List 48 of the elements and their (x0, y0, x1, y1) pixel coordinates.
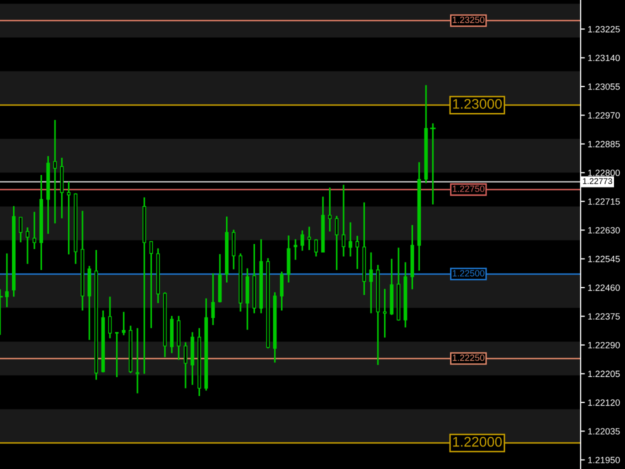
ref-line-label: 1.22750 (452, 186, 484, 192)
candlestick (211, 272, 215, 326)
candlestick (348, 222, 352, 258)
candlestick (53, 119, 57, 224)
y-tick-label: 1.22460 (588, 284, 620, 291)
y-tick-label: 1.22120 (588, 399, 620, 406)
ref-line-label: 1.22773 (582, 178, 612, 184)
y-tick-label: 1.22035 (588, 428, 620, 435)
y-tick-label: 1.22375 (588, 313, 620, 320)
y-tick-label: 1.22715 (588, 198, 620, 205)
y-tick-label: 1.22630 (588, 227, 620, 234)
candlestick (369, 252, 373, 314)
y-tick-label: 1.22800 (588, 170, 620, 176)
candlestick (149, 240, 153, 329)
y-tick-label: 1.22545 (588, 256, 620, 262)
y-tick-label: 1.21950 (588, 456, 620, 464)
candlestick (115, 331, 119, 378)
y-tick-label: 1.23140 (588, 54, 620, 62)
candlestick (232, 229, 236, 270)
candlestick (294, 238, 298, 261)
y-tick-label: 1.22970 (588, 112, 620, 119)
candlestick (26, 226, 30, 265)
ref-line-label: 1.23250 (452, 16, 484, 24)
candlestick (122, 311, 126, 336)
y-tick-label: 1.23055 (588, 83, 620, 90)
candlestick (66, 181, 71, 256)
candlestick (280, 270, 284, 312)
candlestick (184, 342, 188, 390)
candlestick (328, 186, 332, 232)
y-tick-label: 1.23225 (588, 26, 620, 32)
candlestick (342, 184, 346, 258)
candlestick (5, 252, 9, 308)
candlestick (18, 216, 22, 244)
candlestick (108, 296, 112, 339)
y-tick-label: 1.22205 (588, 370, 620, 378)
ref-line-label: 1.22250 (452, 354, 484, 361)
candlestick (314, 238, 318, 258)
candlestick (382, 288, 387, 338)
ref-line-label: 1.23000 (453, 98, 502, 109)
candlestick (334, 215, 338, 271)
y-tick-label: 1.22290 (588, 342, 620, 348)
candlestick (300, 230, 304, 252)
ref-line-label: 1.22000 (453, 436, 502, 447)
y-tick-label: 1.22885 (588, 140, 620, 148)
candlestick (356, 235, 360, 270)
candlestick (307, 226, 312, 251)
ref-line-label: 1.22500 (452, 270, 484, 276)
candlestick (32, 211, 36, 250)
